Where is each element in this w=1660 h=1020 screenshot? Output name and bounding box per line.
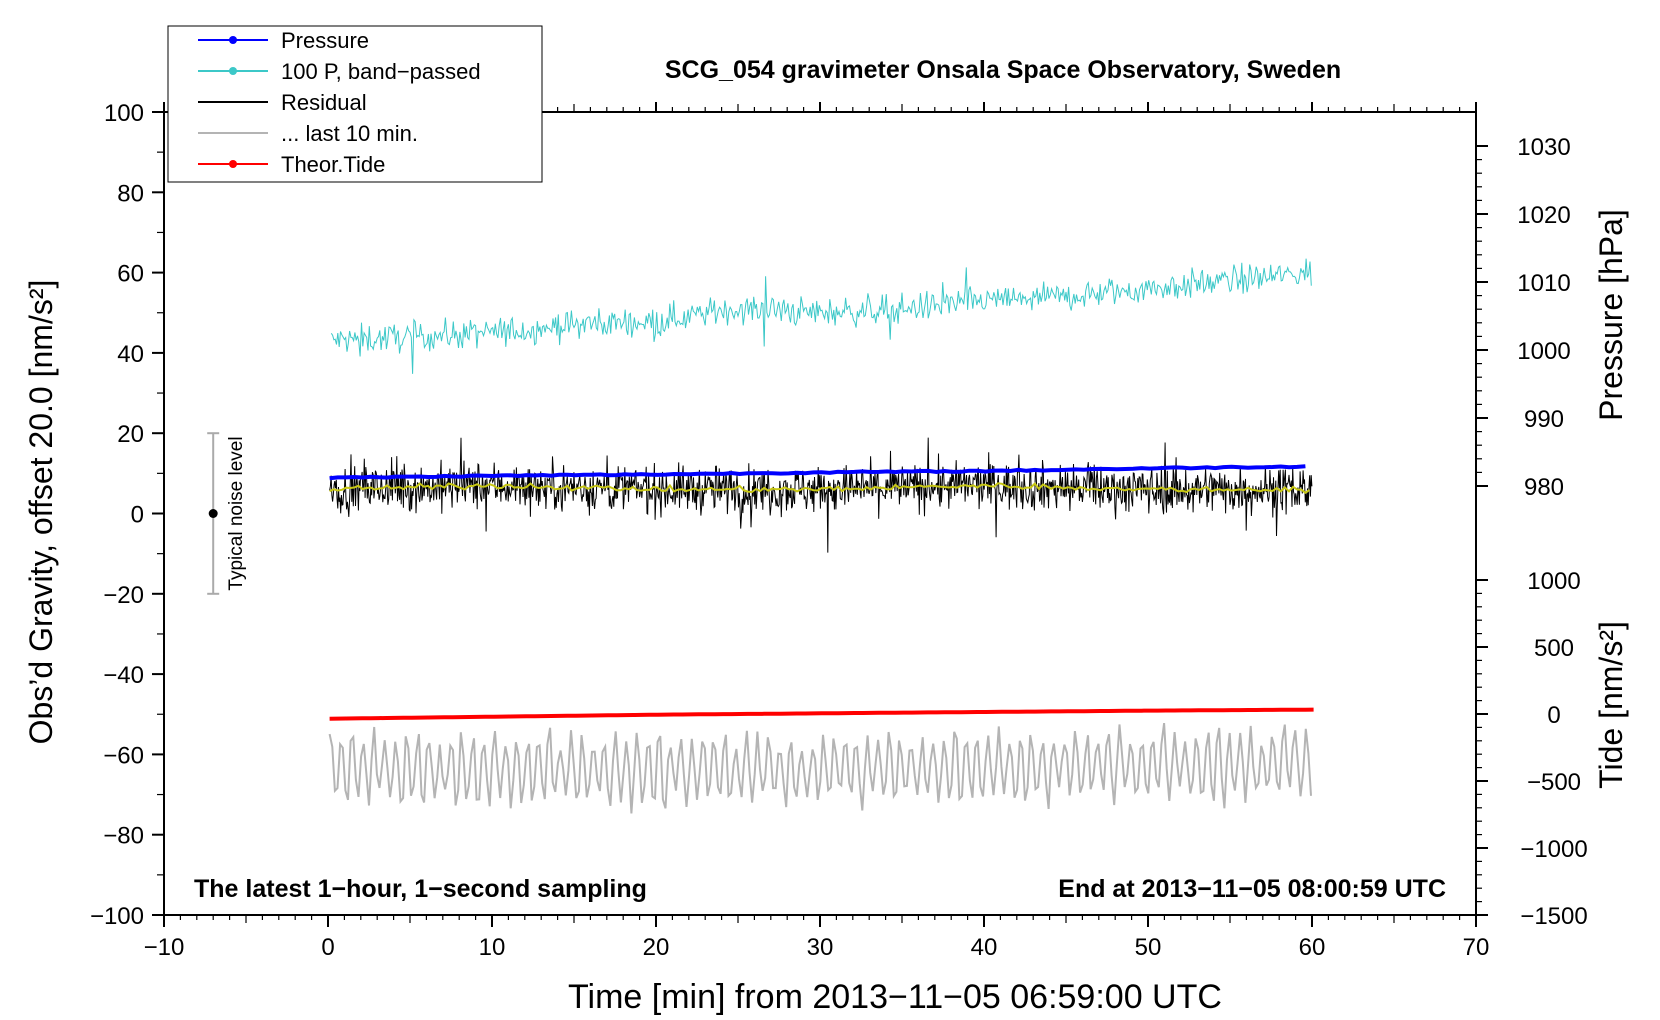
x-tick-label: 70 [1463,934,1490,961]
chart-title: SCG_054 gravimeter Onsala Space Observat… [665,56,1341,84]
series-residual-smoothed-line [329,482,1311,495]
x-tick-label: 10 [479,934,506,961]
tide-tick-label: −500 [1527,769,1581,796]
legend-swatch-marker [229,160,237,168]
y-tick-label: −40 [103,662,144,689]
noise-bar-center-dot [208,509,218,518]
y-tick-label: 60 [117,261,144,288]
legend-label: 100 P, band−passed [281,59,481,84]
x-tick-label: 20 [643,934,670,961]
annotation-sampling: The latest 1−hour, 1−second sampling [194,875,647,903]
noise-bar-label: Typical noise level [226,436,247,590]
legend-swatch-marker [229,67,237,75]
x-tick-label: 40 [971,934,998,961]
legend: Pressure 100 P, band−passed Residual ... la… [167,25,543,183]
x-axis-title: Time [min] from 2013−11−05 06:59:00 UTC [568,978,1222,1016]
series-layer [328,258,1314,814]
y-tick-label: 40 [117,341,144,368]
tide-tick-label: −1500 [1520,903,1587,930]
series-bandpassed-pressure-line [330,258,1312,374]
series-theoretical-tide-line [329,707,1314,721]
series-residual-line [329,437,1313,553]
annotation-end-time: End at 2013−11−05 08:00:59 UTC [1058,875,1446,903]
pressure-tick-label: 990 [1524,406,1564,433]
tide-tick-label: −1000 [1520,836,1587,863]
legend-label: Residual [281,90,367,115]
legend-swatch-marker [229,36,237,44]
pressure-tick-label: 980 [1524,474,1564,501]
series-last-10-min-line [328,722,1312,814]
y-tick-label: −80 [103,823,144,850]
tide-tick-label: 1000 [1527,568,1580,595]
x-tick-label: 60 [1299,934,1326,961]
pressure-tick-label: 1020 [1517,202,1570,229]
y-tick-label: 80 [117,180,144,207]
x-tick-label: −10 [144,934,185,961]
legend-label: ... last 10 min. [281,121,418,146]
y-tick-label: −100 [90,903,144,930]
x-tick-label: 50 [1135,934,1162,961]
noise-bar: Typical noise level [207,432,247,595]
pressure-axis-title: Pressure [hPa] [1593,209,1629,421]
legend-box [167,25,543,183]
y-tick-label: 100 [104,100,144,127]
pressure-tick-label: 1030 [1517,134,1570,161]
legend-label: Theor.Tide [281,152,385,177]
pressure-tick-label: 1010 [1517,270,1570,297]
y-tick-label: −20 [103,582,144,609]
tide-tick-label: 500 [1534,635,1574,662]
axis-layer: −10 0 10 20 30 40 50 60 70100806040200−20−40−60−… [90,100,1588,961]
tide-axis-title: Tide [nm/s²] [1593,621,1629,789]
y-tick-label: 20 [117,421,144,448]
pressure-tick-label: 1000 [1517,338,1570,365]
y-tick-label: −60 [103,742,144,769]
tide-tick-label: 0 [1547,702,1560,729]
legend-label: Pressure [281,28,369,53]
x-tick-label: 0 [321,934,334,961]
y-tick-label: 0 [131,502,144,529]
y-axis-title: Obs’d Gravity, offset 20.0 [nm/s²] [23,280,59,745]
x-tick-label: 30 [807,934,834,961]
series-pressure-line [329,464,1306,481]
